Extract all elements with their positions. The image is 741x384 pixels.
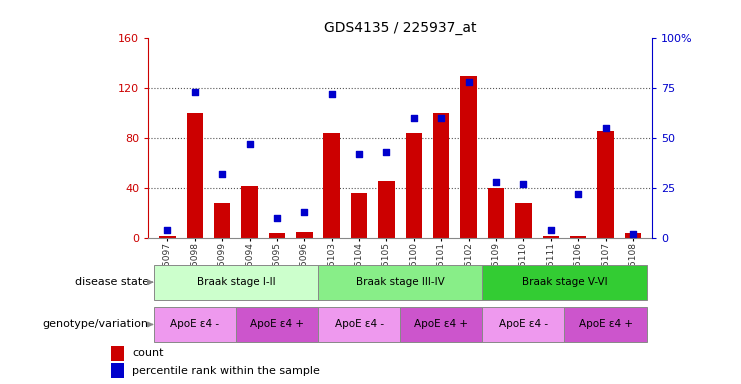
Text: disease state: disease state xyxy=(75,277,149,287)
Point xyxy=(271,215,283,221)
Text: ApoE ε4 -: ApoE ε4 - xyxy=(334,319,384,329)
Bar xyxy=(597,131,614,238)
Point xyxy=(517,181,529,187)
Bar xyxy=(318,307,400,342)
Text: Braak stage III-IV: Braak stage III-IV xyxy=(356,277,445,287)
Point xyxy=(599,125,611,131)
Point xyxy=(545,227,556,233)
Bar xyxy=(433,113,450,238)
Bar xyxy=(378,180,395,238)
Bar xyxy=(324,133,340,238)
Bar xyxy=(153,307,236,342)
Point xyxy=(462,79,474,85)
Bar xyxy=(111,346,124,361)
Text: Braak stage V-VI: Braak stage V-VI xyxy=(522,277,608,287)
Bar xyxy=(482,307,565,342)
Point xyxy=(244,141,256,147)
Bar xyxy=(296,232,313,238)
Text: ApoE ε4 +: ApoE ε4 + xyxy=(579,319,633,329)
Point xyxy=(216,171,228,177)
Point xyxy=(381,149,393,155)
Bar xyxy=(350,193,368,238)
Text: ApoE ε4 +: ApoE ε4 + xyxy=(250,319,304,329)
Text: ApoE ε4 +: ApoE ε4 + xyxy=(414,319,468,329)
Bar xyxy=(187,113,203,238)
Bar xyxy=(542,235,559,238)
Point xyxy=(572,191,584,197)
Text: percentile rank within the sample: percentile rank within the sample xyxy=(132,366,320,376)
Point xyxy=(435,115,447,121)
Point xyxy=(408,115,419,121)
Text: ApoE ε4 -: ApoE ε4 - xyxy=(499,319,548,329)
Bar xyxy=(153,265,318,300)
Point xyxy=(490,179,502,185)
Bar xyxy=(570,235,586,238)
Bar xyxy=(242,186,258,238)
Bar xyxy=(269,233,285,238)
Title: GDS4135 / 225937_at: GDS4135 / 225937_at xyxy=(324,21,476,35)
Bar xyxy=(236,307,318,342)
Bar xyxy=(488,188,504,238)
Point xyxy=(189,89,201,95)
Point xyxy=(627,231,639,237)
Text: genotype/variation: genotype/variation xyxy=(43,319,149,329)
Bar xyxy=(318,265,482,300)
Text: ApoE ε4 -: ApoE ε4 - xyxy=(170,319,219,329)
Bar xyxy=(625,233,641,238)
Bar xyxy=(482,265,647,300)
Bar xyxy=(159,235,176,238)
Point xyxy=(326,91,338,98)
Bar xyxy=(111,363,124,378)
Point xyxy=(162,227,173,233)
Point xyxy=(299,209,310,215)
Text: count: count xyxy=(132,348,164,358)
Bar xyxy=(214,203,230,238)
Bar xyxy=(460,76,476,238)
Point xyxy=(353,151,365,157)
Bar xyxy=(565,307,647,342)
Bar xyxy=(405,133,422,238)
Text: Braak stage I-II: Braak stage I-II xyxy=(196,277,275,287)
Bar xyxy=(515,203,531,238)
Bar xyxy=(400,307,482,342)
